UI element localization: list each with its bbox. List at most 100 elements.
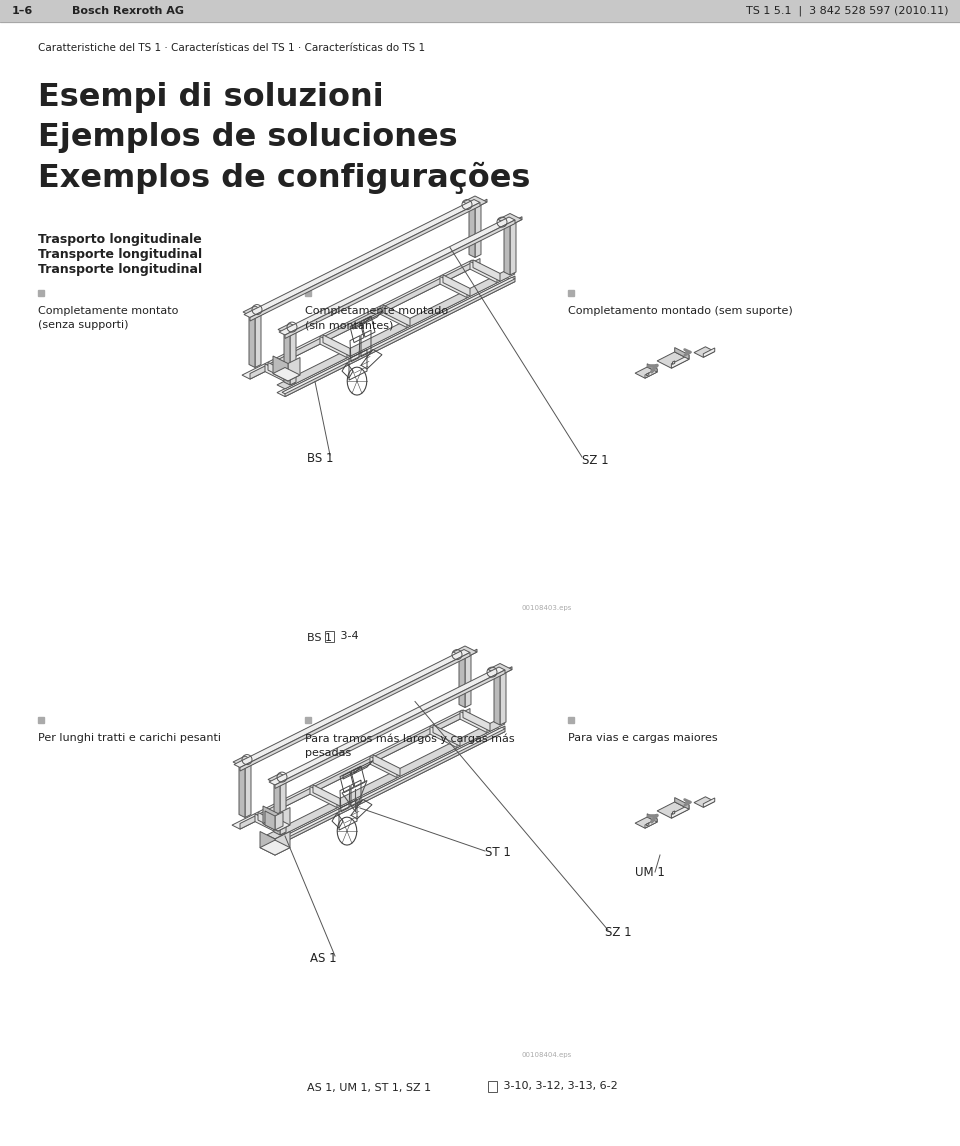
Text: SZ 1: SZ 1 xyxy=(605,926,632,939)
Polygon shape xyxy=(645,819,657,829)
Polygon shape xyxy=(320,337,347,358)
Polygon shape xyxy=(255,312,261,368)
Polygon shape xyxy=(285,220,515,338)
Polygon shape xyxy=(443,275,470,296)
Polygon shape xyxy=(671,804,689,818)
Text: Completamente montado
(sin montantes): Completamente montado (sin montantes) xyxy=(305,306,448,330)
Text: AS 1, UM 1, ST 1, SZ 1: AS 1, UM 1, ST 1, SZ 1 xyxy=(307,1083,438,1093)
FancyBboxPatch shape xyxy=(325,631,334,642)
Polygon shape xyxy=(465,649,477,658)
Text: Esempi di soluzioni: Esempi di soluzioni xyxy=(38,83,384,113)
Polygon shape xyxy=(275,727,505,847)
Polygon shape xyxy=(268,362,295,384)
Polygon shape xyxy=(463,709,490,731)
Polygon shape xyxy=(263,817,290,831)
Text: TS 1 5.1  |  3 842 528 597 (2010.11): TS 1 5.1 | 3 842 528 597 (2010.11) xyxy=(746,6,948,16)
Bar xyxy=(568,290,574,296)
Polygon shape xyxy=(245,762,251,817)
Polygon shape xyxy=(260,832,275,855)
Text: Caratteristiche del TS 1 · Características del TS 1 · Características do TS 1: Caratteristiche del TS 1 · Característic… xyxy=(38,44,425,53)
Polygon shape xyxy=(647,814,657,822)
Polygon shape xyxy=(453,646,477,658)
Polygon shape xyxy=(240,652,470,771)
Polygon shape xyxy=(284,330,290,385)
Polygon shape xyxy=(383,305,410,327)
Text: Ejemplos de soluciones: Ejemplos de soluciones xyxy=(38,121,458,154)
Polygon shape xyxy=(636,367,657,378)
Polygon shape xyxy=(469,202,475,258)
Polygon shape xyxy=(313,785,340,806)
Polygon shape xyxy=(500,667,512,675)
Polygon shape xyxy=(694,796,715,807)
Polygon shape xyxy=(242,260,480,379)
Polygon shape xyxy=(274,779,280,835)
Text: Completamente montato
(senza supporti): Completamente montato (senza supporti) xyxy=(38,306,179,330)
Polygon shape xyxy=(694,347,715,358)
Text: 1–6: 1–6 xyxy=(12,6,34,16)
Polygon shape xyxy=(473,260,500,281)
Polygon shape xyxy=(460,712,487,732)
Bar xyxy=(0,0,960,22)
Polygon shape xyxy=(704,798,715,807)
Polygon shape xyxy=(675,798,689,809)
Text: Para tramos más largos y cargas más
pesadas: Para tramos más largos y cargas más pesa… xyxy=(305,733,515,758)
Polygon shape xyxy=(263,806,278,831)
Text: Per lunghi tratti e carichi pesanti: Per lunghi tratti e carichi pesanti xyxy=(38,733,221,743)
Polygon shape xyxy=(250,203,480,321)
Text: 00108404.eps: 00108404.eps xyxy=(522,1052,572,1058)
Polygon shape xyxy=(265,811,275,830)
Text: 00108403.eps: 00108403.eps xyxy=(522,605,572,611)
Polygon shape xyxy=(657,352,689,368)
Polygon shape xyxy=(647,823,649,826)
Text: ST 1: ST 1 xyxy=(485,847,511,860)
Bar xyxy=(38,717,44,723)
Polygon shape xyxy=(239,762,245,817)
Polygon shape xyxy=(500,669,506,725)
Polygon shape xyxy=(278,323,302,336)
Polygon shape xyxy=(673,811,675,815)
Bar xyxy=(305,290,311,296)
FancyBboxPatch shape xyxy=(488,1081,497,1092)
Polygon shape xyxy=(277,277,515,397)
Text: UM 1: UM 1 xyxy=(635,865,665,879)
Polygon shape xyxy=(288,358,300,380)
Text: SZ 1: SZ 1 xyxy=(582,454,609,466)
Polygon shape xyxy=(244,199,480,317)
Polygon shape xyxy=(273,356,288,380)
Bar xyxy=(568,717,574,723)
Polygon shape xyxy=(268,774,292,785)
Polygon shape xyxy=(488,664,512,675)
Polygon shape xyxy=(282,277,515,394)
Polygon shape xyxy=(510,220,516,275)
Text: AS 1: AS 1 xyxy=(310,951,337,965)
Polygon shape xyxy=(645,369,657,378)
Polygon shape xyxy=(504,220,510,275)
Polygon shape xyxy=(243,306,267,317)
Polygon shape xyxy=(459,652,465,707)
Polygon shape xyxy=(285,276,515,397)
Polygon shape xyxy=(380,306,407,328)
Polygon shape xyxy=(260,840,290,855)
Polygon shape xyxy=(310,786,337,808)
Polygon shape xyxy=(647,363,657,372)
Polygon shape xyxy=(280,779,286,835)
Polygon shape xyxy=(269,667,505,785)
Text: Bosch Rexroth AG: Bosch Rexroth AG xyxy=(72,6,184,16)
Polygon shape xyxy=(275,832,290,855)
Polygon shape xyxy=(279,217,515,335)
Polygon shape xyxy=(278,808,290,831)
Polygon shape xyxy=(234,650,470,768)
Polygon shape xyxy=(290,330,296,385)
Polygon shape xyxy=(255,309,267,317)
Text: Trasporto longitudinale: Trasporto longitudinale xyxy=(38,233,202,246)
Polygon shape xyxy=(370,756,397,778)
Polygon shape xyxy=(275,813,283,830)
Polygon shape xyxy=(245,759,257,768)
Polygon shape xyxy=(240,708,470,829)
Text: 3-10, 3-12, 3-13, 6-2: 3-10, 3-12, 3-13, 6-2 xyxy=(500,1081,617,1091)
Polygon shape xyxy=(465,652,471,707)
Text: BS 1: BS 1 xyxy=(307,633,339,643)
Text: Exemplos de configurações: Exemplos de configurações xyxy=(38,162,530,194)
Text: BS 1: BS 1 xyxy=(307,452,333,464)
Polygon shape xyxy=(671,355,689,368)
